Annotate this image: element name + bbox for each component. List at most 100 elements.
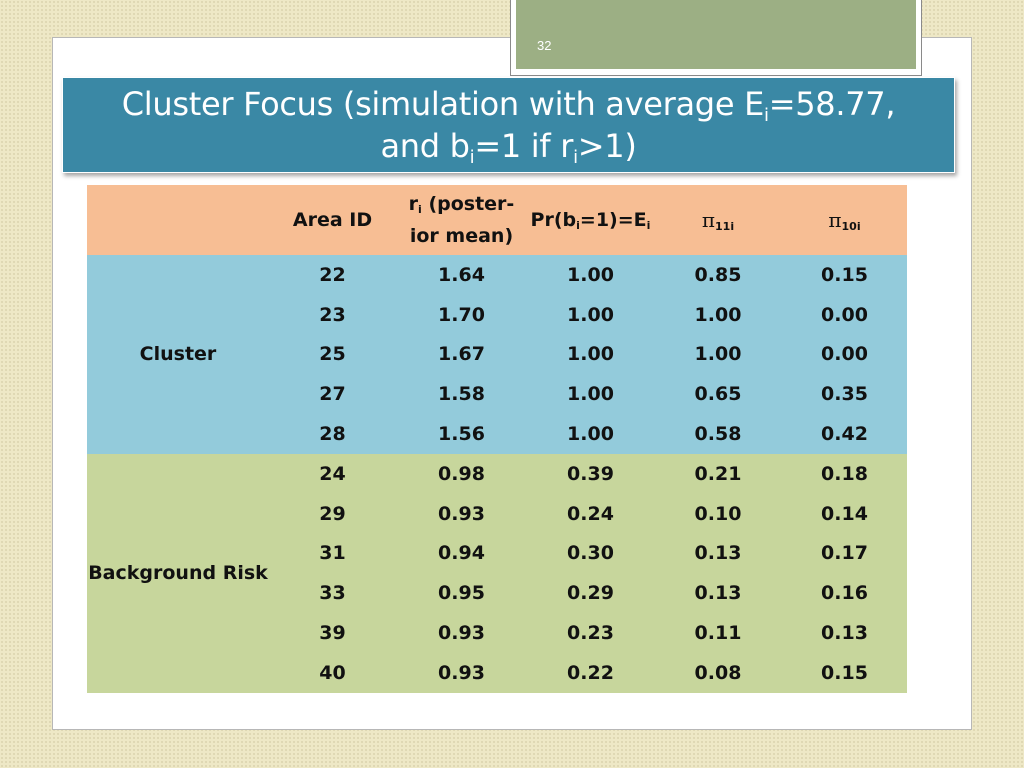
cell-pi10: 0.14 bbox=[782, 493, 907, 534]
cell-pi10: 0.16 bbox=[782, 573, 907, 614]
cell-area: 23 bbox=[269, 294, 396, 335]
cell-area: 33 bbox=[269, 573, 396, 614]
cell-ri: 1.67 bbox=[396, 334, 527, 375]
slide-title: Cluster Focus (simulation with average E… bbox=[121, 83, 896, 168]
cell-pi11: 0.65 bbox=[654, 374, 782, 415]
cell-area: 29 bbox=[269, 493, 396, 534]
cell-ri: 0.95 bbox=[396, 573, 527, 614]
pi-symbol: π bbox=[828, 208, 842, 232]
table-row: 27 1.58 1.00 0.65 0.35 bbox=[87, 374, 907, 415]
cell-pi11: 0.85 bbox=[654, 255, 782, 295]
table-row: 29 0.93 0.24 0.10 0.14 bbox=[87, 493, 907, 534]
cell-pi11: 0.10 bbox=[654, 493, 782, 534]
table-row: 39 0.93 0.23 0.11 0.13 bbox=[87, 613, 907, 653]
cell-pr: 0.30 bbox=[527, 533, 654, 574]
pi-symbol: π bbox=[701, 208, 716, 232]
cell-pi11: 0.58 bbox=[654, 414, 782, 454]
table-row: 33 0.95 0.29 0.13 0.16 bbox=[87, 573, 907, 614]
cell-ri: 0.93 bbox=[396, 652, 527, 693]
cell-pr: 1.00 bbox=[527, 414, 654, 454]
cell-ri: 1.64 bbox=[396, 255, 527, 295]
cell-area: 24 bbox=[269, 453, 396, 494]
table-row: 40 0.93 0.22 0.08 0.15 bbox=[87, 652, 907, 693]
cell-pi10: 0.00 bbox=[782, 334, 907, 375]
header-pi-10i: π10i bbox=[782, 185, 907, 255]
cell-area: 31 bbox=[269, 533, 396, 574]
title-subscript: i bbox=[573, 147, 578, 168]
title-subscript: i bbox=[469, 147, 475, 168]
table-body: Cluster 22 1.64 1.00 0.85 0.15 23 1.70 1.00 1.00 0… bbox=[87, 255, 907, 693]
cell-area: 22 bbox=[269, 255, 396, 295]
cell-pi11: 0.08 bbox=[654, 652, 782, 693]
header-text-segment: ior mean) bbox=[409, 225, 514, 247]
cell-pr: 0.23 bbox=[527, 613, 654, 653]
cell-pi11: 1.00 bbox=[654, 294, 782, 335]
cell-area: 25 bbox=[269, 334, 396, 375]
cell-pi10: 0.15 bbox=[782, 255, 907, 295]
table-row: 31 0.94 0.30 0.13 0.17 bbox=[87, 533, 907, 574]
slide-number: 32 bbox=[537, 38, 552, 53]
cell-area: 40 bbox=[269, 652, 396, 693]
cell-pi10: 0.35 bbox=[782, 374, 907, 415]
table-row: Background Risk 24 0.98 0.39 0.21 0.18 bbox=[87, 453, 907, 693]
cell-pi11: 0.13 bbox=[654, 533, 782, 574]
cell-pi10: 0.17 bbox=[782, 533, 907, 574]
cell-ri: 1.58 bbox=[396, 374, 527, 415]
cell-pr: 0.24 bbox=[527, 493, 654, 534]
header-subscript: i bbox=[418, 203, 422, 216]
cell-area: 28 bbox=[269, 414, 396, 454]
cell-pr: 1.00 bbox=[527, 294, 654, 335]
slide-number-panel: 32 bbox=[516, 0, 916, 69]
title-text-segment: >1) bbox=[577, 127, 637, 165]
header-group bbox=[87, 185, 269, 255]
cell-ri: 0.94 bbox=[396, 533, 527, 574]
cell-pi11: 0.13 bbox=[654, 573, 782, 614]
header-subscript: i bbox=[576, 219, 580, 232]
cell-ri: 0.98 bbox=[396, 453, 527, 494]
cell-pr: 0.29 bbox=[527, 573, 654, 614]
title-text-segment: =58.77, bbox=[768, 85, 896, 123]
table-row: 23 1.70 1.00 1.00 0.00 bbox=[87, 294, 907, 335]
header-pr-bi: Pr(bi=1)=Ei bbox=[527, 185, 654, 255]
header-subscript: 10i bbox=[841, 220, 861, 233]
table-row: Cluster 22 1.64 1.00 0.85 0.15 bbox=[87, 255, 907, 454]
header-ri-posterior-mean: ri (poster-ior mean) bbox=[396, 185, 527, 255]
cell-pi10: 0.00 bbox=[782, 294, 907, 335]
slide-number-tab: 32 bbox=[510, 0, 922, 76]
cell-pi10: 0.18 bbox=[782, 453, 907, 494]
cell-pr: 1.00 bbox=[527, 334, 654, 375]
cell-pr: 1.00 bbox=[527, 255, 654, 295]
title-line1: Cluster Focus (simulation with average E… bbox=[121, 85, 896, 126]
cell-pi10: 0.15 bbox=[782, 652, 907, 693]
results-table: Area ID ri (poster-ior mean) Pr(bi=1)=Ei… bbox=[87, 185, 907, 693]
title-line2: and bi=1 if ri>1) bbox=[380, 127, 637, 168]
header-text-segment: =1)=E bbox=[579, 209, 647, 231]
title-text-segment: and b bbox=[380, 127, 470, 165]
cell-area: 39 bbox=[269, 613, 396, 653]
cell-area: 27 bbox=[269, 374, 396, 415]
header-text-segment: (poster- bbox=[421, 193, 515, 215]
cell-pi11: 0.21 bbox=[654, 453, 782, 494]
title-subscript: i bbox=[764, 105, 769, 126]
header-subscript: 11i bbox=[715, 220, 735, 233]
title-text-segment: Cluster Focus (simulation with average E bbox=[121, 85, 765, 123]
header-area-id: Area ID bbox=[269, 185, 396, 255]
cell-ri: 1.56 bbox=[396, 414, 527, 454]
header-pi-11i: π11i bbox=[654, 185, 782, 255]
cell-pr: 1.00 bbox=[527, 374, 654, 415]
header-subscript: i bbox=[646, 219, 651, 232]
group-label-background-risk: Background Risk bbox=[87, 453, 269, 693]
group-label-cluster: Cluster bbox=[87, 255, 269, 454]
cell-pr: 0.22 bbox=[527, 652, 654, 693]
table-row: 25 1.67 1.00 1.00 0.00 bbox=[87, 334, 907, 375]
title-bar: Cluster Focus (simulation with average E… bbox=[62, 77, 955, 173]
header-text-segment: Pr(b bbox=[530, 209, 577, 231]
cell-ri: 1.70 bbox=[396, 294, 527, 335]
header-text-segment: r bbox=[408, 193, 419, 215]
title-text-segment: =1 if r bbox=[474, 127, 574, 165]
cell-pi10: 0.13 bbox=[782, 613, 907, 653]
cell-pr: 0.39 bbox=[527, 453, 654, 494]
cell-pi10: 0.42 bbox=[782, 414, 907, 454]
cell-ri: 0.93 bbox=[396, 613, 527, 653]
table-header-row: Area ID ri (poster-ior mean) Pr(bi=1)=Ei… bbox=[87, 185, 907, 255]
